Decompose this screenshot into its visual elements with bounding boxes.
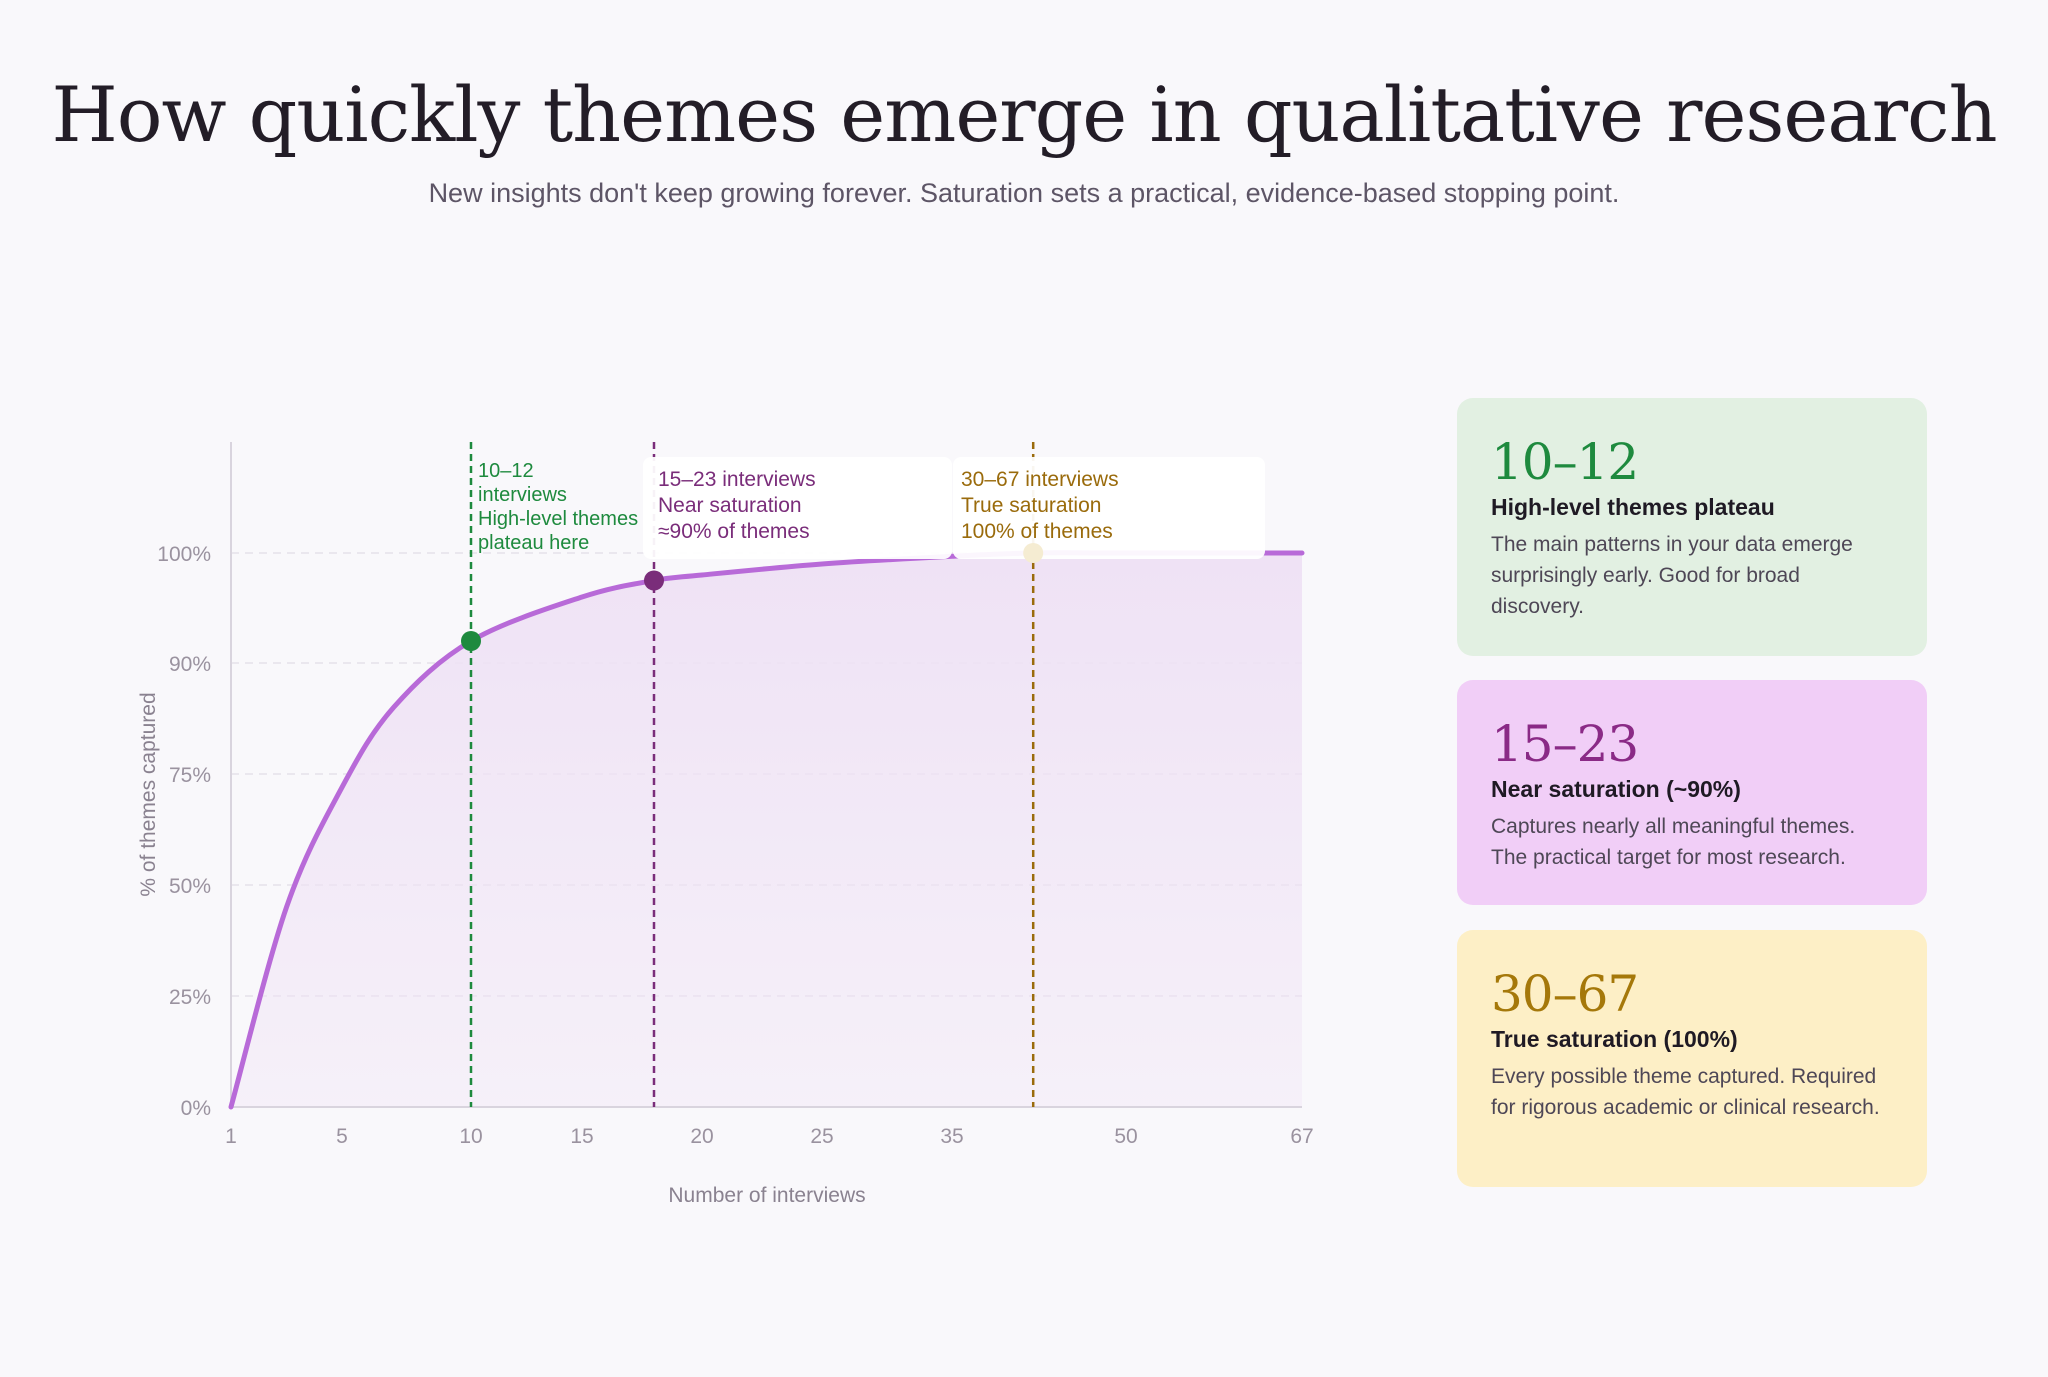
annotation-label: 15–23 interviews Near saturation ≈90% of t… [658, 468, 816, 543]
annotation-line: High-level themes [478, 508, 638, 530]
x-tick-label: 25 [810, 1125, 833, 1148]
annotation-box [953, 457, 1265, 559]
y-tick-label: 50% [169, 875, 211, 898]
annotation-line: True saturation [961, 494, 1101, 517]
data-point-marker [644, 570, 664, 591]
data-point-marker [1023, 543, 1044, 563]
card-body: Every possible theme captured. Required … [1491, 1065, 1880, 1119]
annotation-line: interviews [478, 484, 567, 506]
y-axis-label: % of themes captured [137, 692, 160, 896]
x-tick-label: 5 [336, 1125, 348, 1148]
x-tick-label: 10 [459, 1125, 482, 1148]
x-tick-label: 20 [690, 1125, 713, 1148]
card-range: 15–23 [1491, 715, 1639, 773]
data-point-marker [461, 631, 481, 651]
x-tick-label: 15 [570, 1125, 593, 1148]
x-tick-label: 50 [1114, 1125, 1137, 1148]
x-tick-label: 1 [225, 1125, 237, 1148]
curve-area [231, 552, 1302, 1107]
card-range: 10–12 [1491, 433, 1639, 491]
annotation-line: 10–12 [478, 460, 534, 482]
annotation-label: 10–12 interviews High-level themes plateau … [478, 460, 638, 554]
card-true-saturation: 30–67 True saturation (100%) Every possi… [1457, 930, 1927, 1187]
page-subtitle: New insights don't keep growing forever.… [428, 178, 1620, 208]
x-tick-label: 67 [1290, 1125, 1313, 1148]
x-tick-label: 35 [940, 1125, 963, 1148]
annotation-line: 30–67 interviews [961, 468, 1119, 491]
card-body: Captures nearly all meaningful themes. T… [1491, 815, 1856, 869]
annotation-line: Near saturation [658, 494, 802, 517]
annotation-box [643, 457, 952, 559]
x-axis-label: Number of interviews [668, 1184, 865, 1207]
card-heading: True saturation (100%) [1491, 1026, 1738, 1052]
card-heading: Near saturation (~90%) [1491, 776, 1741, 802]
y-tick-label: 25% [169, 986, 211, 1009]
annotation-line: plateau here [478, 532, 589, 554]
saturation-chart: 0%25%50%75%90%100%1 5 10 15 20 25 35 50 67Number… [137, 442, 1314, 1207]
annotation-line: ≈90% of themes [658, 520, 810, 543]
card-high-level-themes: 10–12 High-level themes plateau The main… [1457, 398, 1927, 656]
annotation-line: 100% of themes [961, 520, 1113, 543]
page-title: How quickly themes emerge in qualitative… [51, 70, 1997, 159]
y-tick-label: 0% [181, 1097, 211, 1120]
card-heading: High-level themes plateau [1491, 494, 1775, 520]
y-tick-label: 90% [169, 653, 211, 676]
annotation-label: 30–67 interviews True saturation 100% of t… [961, 468, 1119, 543]
card-range: 30–67 [1491, 965, 1639, 1023]
y-tick-label: 75% [169, 764, 211, 787]
card-body: The main patterns in your data emerge su… [1491, 533, 1853, 618]
y-tick-label: 100% [157, 543, 211, 566]
annotation-line: 15–23 interviews [658, 468, 816, 491]
card-near-saturation: 15–23 Near saturation (~90%) Captures ne… [1457, 680, 1927, 905]
